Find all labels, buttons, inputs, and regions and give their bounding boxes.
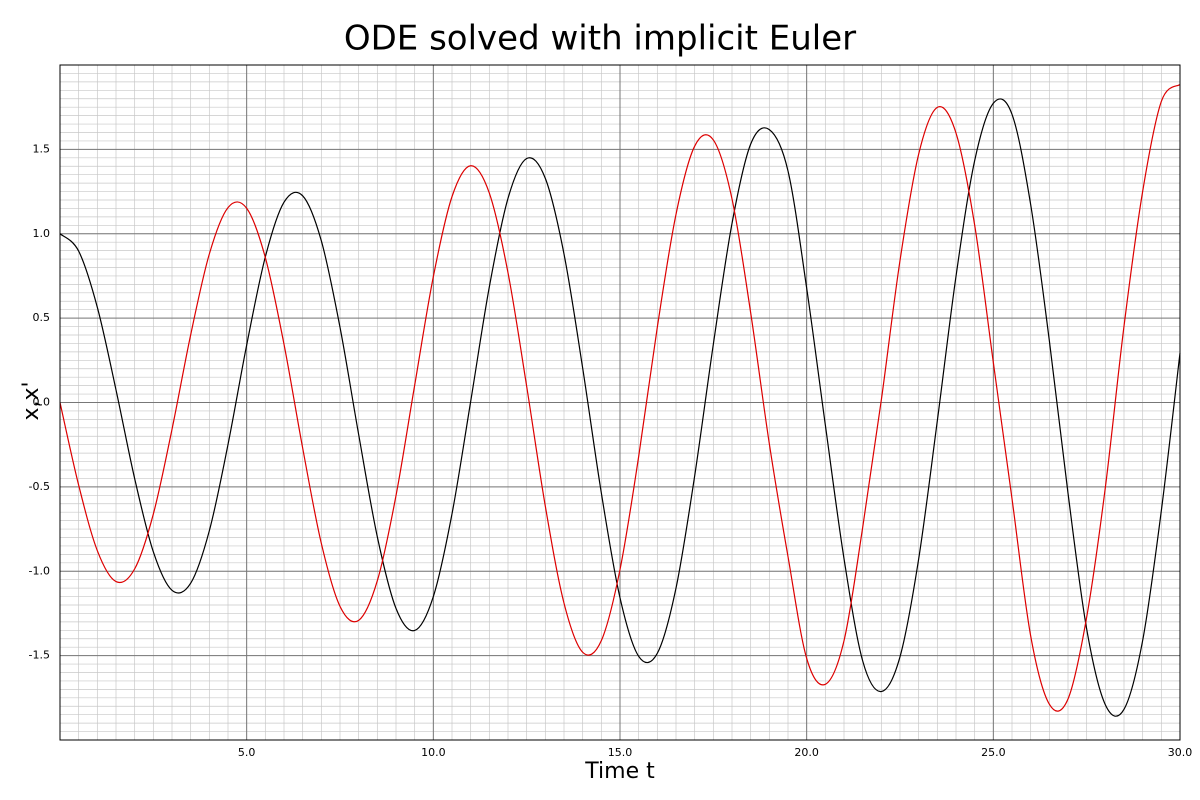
x-tick-label: 30.0 [1168, 746, 1193, 759]
x-tick-label: 5.0 [238, 746, 256, 759]
y-tick-label: 0.5 [33, 311, 51, 324]
y-tick-label: -1.0 [29, 564, 50, 577]
line-series [59, 98, 1181, 717]
y-tick-label: 1.5 [33, 142, 51, 155]
y-tick-label: 1.0 [33, 227, 51, 240]
chart-title: ODE solved with implicit Euler [344, 19, 856, 59]
y-tick-label: -1.5 [29, 649, 50, 662]
x-tick-label: 15.0 [608, 746, 633, 759]
x-tick-label: 25.0 [981, 746, 1006, 759]
x-axis-label: Time t [584, 759, 655, 784]
tick-labels: 5.0 10.0 15.0 20.0 25.0 30.0 -1.5 -1.0 -0.5 0.0 0.… [29, 142, 1193, 759]
line-series [59, 83, 1181, 712]
x-tick-label: 20.0 [794, 746, 819, 759]
y-axis-label: x,x' [19, 381, 44, 420]
y-tick-label: -0.5 [29, 480, 50, 493]
plot-frame [59, 64, 1181, 741]
x-tick-label: 10.0 [421, 746, 446, 759]
lines [59, 83, 1181, 717]
grid [60, 65, 1181, 740]
y-tick-label: 0.0 [33, 396, 51, 409]
